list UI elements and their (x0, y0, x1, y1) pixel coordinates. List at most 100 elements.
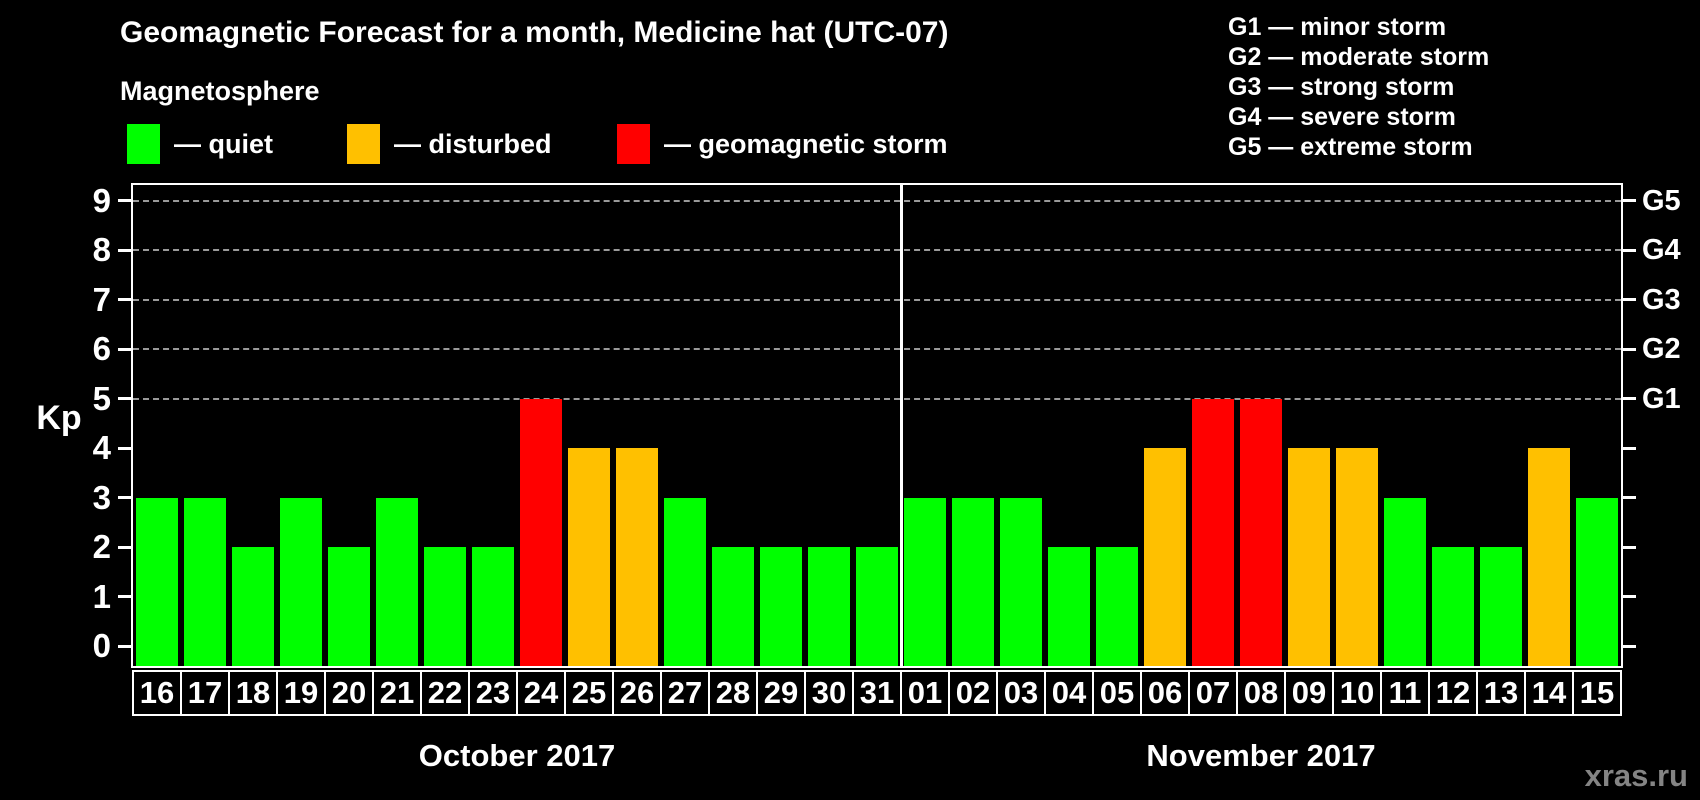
kp-bar-november-05 (1096, 547, 1138, 666)
date-box-02: 02 (948, 670, 998, 716)
kp-bar-november-01 (904, 497, 946, 666)
quiet-swatch-icon (127, 124, 160, 164)
kp-bar-november-10 (1336, 448, 1378, 666)
gscale-g1: G1 — minor storm (1228, 13, 1447, 41)
kp-bar-october-29 (760, 547, 802, 666)
date-box-19: 19 (276, 670, 326, 716)
disturbed-swatch-icon (347, 124, 380, 164)
kp-bar-november-15 (1576, 497, 1618, 666)
g-axis-label-g1: G1 (1642, 382, 1681, 415)
date-label: 07 (1195, 675, 1231, 710)
kp-bar-october-31 (856, 547, 898, 666)
date-label: 31 (859, 675, 895, 710)
date-box-15: 15 (1572, 670, 1622, 716)
date-box-24: 24 (516, 670, 566, 716)
plot-area (131, 183, 1623, 668)
date-box-09: 09 (1284, 670, 1334, 716)
kp-tick-label-1: 1 (92, 577, 111, 615)
kp-tick-left-1 (118, 595, 131, 598)
kp-tick-left-6 (118, 347, 131, 351)
date-label: 06 (1147, 675, 1183, 710)
kp-bar-october-20 (328, 547, 370, 666)
legend-disturbed-label: — disturbed (394, 128, 552, 159)
date-label: 05 (1099, 675, 1135, 710)
gridline-kp-7 (133, 298, 1621, 301)
date-box-16: 16 (132, 670, 182, 716)
magnetosphere-label: Magnetosphere (120, 76, 320, 106)
gscale-g2: G2 — moderate storm (1228, 43, 1490, 71)
kp-tick-left-7 (118, 298, 131, 301)
kp-tick-left-3 (118, 496, 131, 499)
date-label: 10 (1339, 675, 1375, 710)
date-label: 26 (619, 675, 655, 710)
kp-tick-right-8 (1623, 248, 1636, 252)
date-box-31: 31 (852, 670, 902, 716)
date-box-18: 18 (228, 670, 278, 716)
kp-tick-right-2 (1623, 545, 1636, 549)
g-axis-label-g3: G3 (1642, 283, 1681, 316)
date-box-06: 06 (1140, 670, 1190, 716)
date-label: 11 (1388, 675, 1422, 710)
date-label: 14 (1531, 675, 1567, 710)
date-label: 16 (139, 675, 175, 710)
date-box-28: 28 (708, 670, 758, 716)
kp-bar-october-23 (472, 547, 514, 666)
kp-tick-label-2: 2 (92, 528, 111, 565)
date-label: 04 (1051, 675, 1087, 710)
kp-tick-label-4: 4 (92, 429, 111, 466)
kp-bar-october-27 (664, 497, 706, 666)
gscale-legend: G1 — minor storm G2 — moderate storm G3 … (1228, 12, 1489, 162)
legend-storm-label: — geomagnetic storm (664, 128, 948, 159)
date-label: 21 (379, 675, 415, 710)
date-box-27: 27 (660, 670, 710, 716)
date-box-20: 20 (324, 670, 374, 716)
kp-tick-label-3: 3 (92, 478, 111, 516)
kp-bar-october-17 (184, 497, 226, 666)
date-label: 25 (571, 675, 607, 710)
kp-bar-november-09 (1288, 448, 1330, 666)
legend-item-storm: — geomagnetic storm (617, 123, 948, 165)
date-label: 15 (1579, 675, 1615, 710)
kp-bar-october-18 (232, 547, 274, 666)
date-label: 27 (667, 675, 703, 710)
date-label: 30 (811, 675, 847, 710)
kp-tick-right-1 (1623, 595, 1636, 598)
kp-bar-november-07 (1192, 398, 1234, 666)
gridline-kp-8 (133, 249, 1621, 251)
kp-tick-left-5 (118, 397, 131, 400)
kp-tick-right-5 (1623, 397, 1636, 400)
legend-item-disturbed: — disturbed (347, 123, 552, 165)
storm-swatch-icon (617, 124, 650, 164)
kp-tick-left-9 (118, 199, 131, 202)
g-axis-label-g5: G5 (1642, 184, 1681, 217)
month-label-november: November 2017 (1146, 738, 1376, 773)
page-title: Geomagnetic Forecast for a month, Medici… (120, 16, 949, 49)
gridline-kp-5 (133, 397, 1621, 400)
kp-tick-label-5: 5 (92, 379, 111, 417)
gridline-kp-9 (133, 199, 1621, 202)
kp-tick-label-6: 6 (92, 330, 111, 367)
kp-tick-label-0: 0 (92, 627, 111, 664)
date-box-07: 07 (1188, 670, 1238, 716)
date-label: 23 (475, 675, 511, 710)
date-label: 12 (1435, 675, 1471, 710)
date-label: 02 (955, 675, 991, 710)
g-axis-label-g4: G4 (1642, 234, 1681, 266)
kp-bar-november-02 (952, 497, 994, 666)
date-label: 13 (1483, 675, 1519, 710)
kp-bar-november-08 (1240, 398, 1282, 666)
kp-tick-label-9: 9 (92, 181, 111, 219)
date-label: 01 (907, 675, 943, 710)
kp-tick-right-6 (1623, 347, 1636, 351)
gscale-g5: G5 — extreme storm (1228, 133, 1473, 161)
date-box-08: 08 (1236, 670, 1286, 716)
kp-bar-october-25 (568, 448, 610, 666)
date-label: 22 (427, 675, 463, 710)
date-box-03: 03 (996, 670, 1046, 716)
date-box-26: 26 (612, 670, 662, 716)
date-box-14: 14 (1524, 670, 1574, 716)
date-label: 24 (523, 675, 559, 710)
date-box-30: 30 (804, 670, 854, 716)
kp-tick-right-4 (1623, 446, 1636, 450)
kp-bar-october-22 (424, 547, 466, 666)
